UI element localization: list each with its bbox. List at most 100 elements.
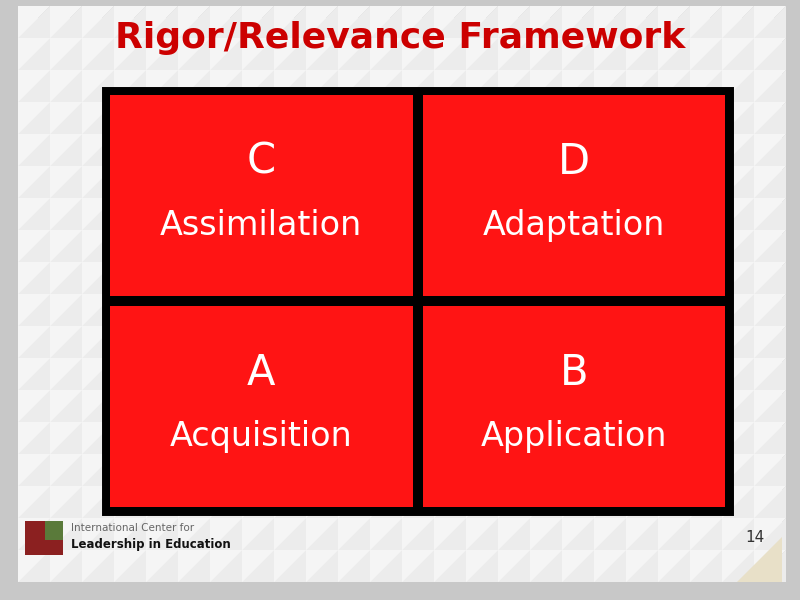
- Polygon shape: [178, 390, 210, 422]
- Bar: [418, 301, 730, 512]
- Polygon shape: [50, 550, 82, 582]
- Polygon shape: [690, 166, 722, 198]
- Bar: [422, 95, 725, 296]
- Polygon shape: [658, 6, 690, 38]
- Polygon shape: [402, 326, 434, 358]
- Polygon shape: [114, 358, 146, 390]
- Polygon shape: [658, 358, 690, 390]
- Polygon shape: [338, 38, 370, 70]
- Polygon shape: [498, 358, 530, 390]
- Polygon shape: [690, 550, 722, 582]
- Polygon shape: [146, 6, 178, 38]
- Polygon shape: [754, 70, 786, 102]
- Polygon shape: [210, 102, 242, 134]
- Polygon shape: [178, 422, 210, 454]
- Polygon shape: [114, 6, 146, 38]
- Polygon shape: [370, 518, 402, 550]
- Polygon shape: [434, 262, 466, 294]
- Polygon shape: [434, 518, 466, 550]
- Polygon shape: [434, 134, 466, 166]
- Polygon shape: [722, 134, 754, 166]
- Polygon shape: [274, 454, 306, 486]
- Polygon shape: [530, 518, 562, 550]
- Polygon shape: [434, 198, 466, 230]
- Polygon shape: [434, 454, 466, 486]
- Polygon shape: [210, 422, 242, 454]
- Polygon shape: [658, 198, 690, 230]
- Text: 14: 14: [745, 530, 764, 545]
- Polygon shape: [498, 230, 530, 262]
- Polygon shape: [562, 358, 594, 390]
- Polygon shape: [178, 454, 210, 486]
- Polygon shape: [370, 358, 402, 390]
- Polygon shape: [370, 38, 402, 70]
- Polygon shape: [18, 294, 50, 326]
- Polygon shape: [754, 422, 786, 454]
- Polygon shape: [754, 230, 786, 262]
- Polygon shape: [242, 230, 274, 262]
- Polygon shape: [274, 70, 306, 102]
- Polygon shape: [722, 518, 754, 550]
- Polygon shape: [18, 38, 50, 70]
- Polygon shape: [658, 38, 690, 70]
- Polygon shape: [626, 326, 658, 358]
- Polygon shape: [498, 454, 530, 486]
- Polygon shape: [178, 230, 210, 262]
- Polygon shape: [594, 518, 626, 550]
- Polygon shape: [402, 518, 434, 550]
- Polygon shape: [530, 422, 562, 454]
- Polygon shape: [82, 358, 114, 390]
- Polygon shape: [50, 358, 82, 390]
- Polygon shape: [690, 422, 722, 454]
- Polygon shape: [114, 70, 146, 102]
- Polygon shape: [370, 166, 402, 198]
- Polygon shape: [50, 102, 82, 134]
- Polygon shape: [626, 38, 658, 70]
- Polygon shape: [754, 518, 786, 550]
- Polygon shape: [466, 294, 498, 326]
- Polygon shape: [658, 102, 690, 134]
- Polygon shape: [530, 326, 562, 358]
- Polygon shape: [242, 326, 274, 358]
- Polygon shape: [18, 550, 50, 582]
- Polygon shape: [370, 6, 402, 38]
- Polygon shape: [530, 134, 562, 166]
- Polygon shape: [434, 550, 466, 582]
- Polygon shape: [658, 550, 690, 582]
- Polygon shape: [274, 6, 306, 38]
- Polygon shape: [18, 326, 50, 358]
- Polygon shape: [82, 454, 114, 486]
- Polygon shape: [594, 198, 626, 230]
- Polygon shape: [690, 518, 722, 550]
- Polygon shape: [146, 38, 178, 70]
- Polygon shape: [498, 518, 530, 550]
- Polygon shape: [338, 518, 370, 550]
- Polygon shape: [370, 198, 402, 230]
- Polygon shape: [562, 70, 594, 102]
- Polygon shape: [370, 262, 402, 294]
- Polygon shape: [274, 166, 306, 198]
- Polygon shape: [242, 326, 274, 358]
- Polygon shape: [114, 166, 146, 198]
- Polygon shape: [594, 294, 626, 326]
- Polygon shape: [50, 326, 82, 358]
- Polygon shape: [338, 6, 370, 38]
- Polygon shape: [306, 166, 338, 198]
- Polygon shape: [210, 134, 242, 166]
- Polygon shape: [338, 390, 370, 422]
- Polygon shape: [146, 230, 178, 262]
- Polygon shape: [594, 38, 626, 70]
- Polygon shape: [466, 38, 498, 70]
- Polygon shape: [210, 358, 242, 390]
- Polygon shape: [658, 326, 690, 358]
- Polygon shape: [530, 230, 562, 262]
- Polygon shape: [338, 70, 370, 102]
- Polygon shape: [466, 230, 498, 262]
- Polygon shape: [370, 454, 402, 486]
- Polygon shape: [50, 6, 82, 38]
- Polygon shape: [754, 518, 786, 550]
- Polygon shape: [178, 6, 210, 38]
- Polygon shape: [498, 550, 530, 582]
- Polygon shape: [82, 70, 114, 102]
- Polygon shape: [50, 390, 82, 422]
